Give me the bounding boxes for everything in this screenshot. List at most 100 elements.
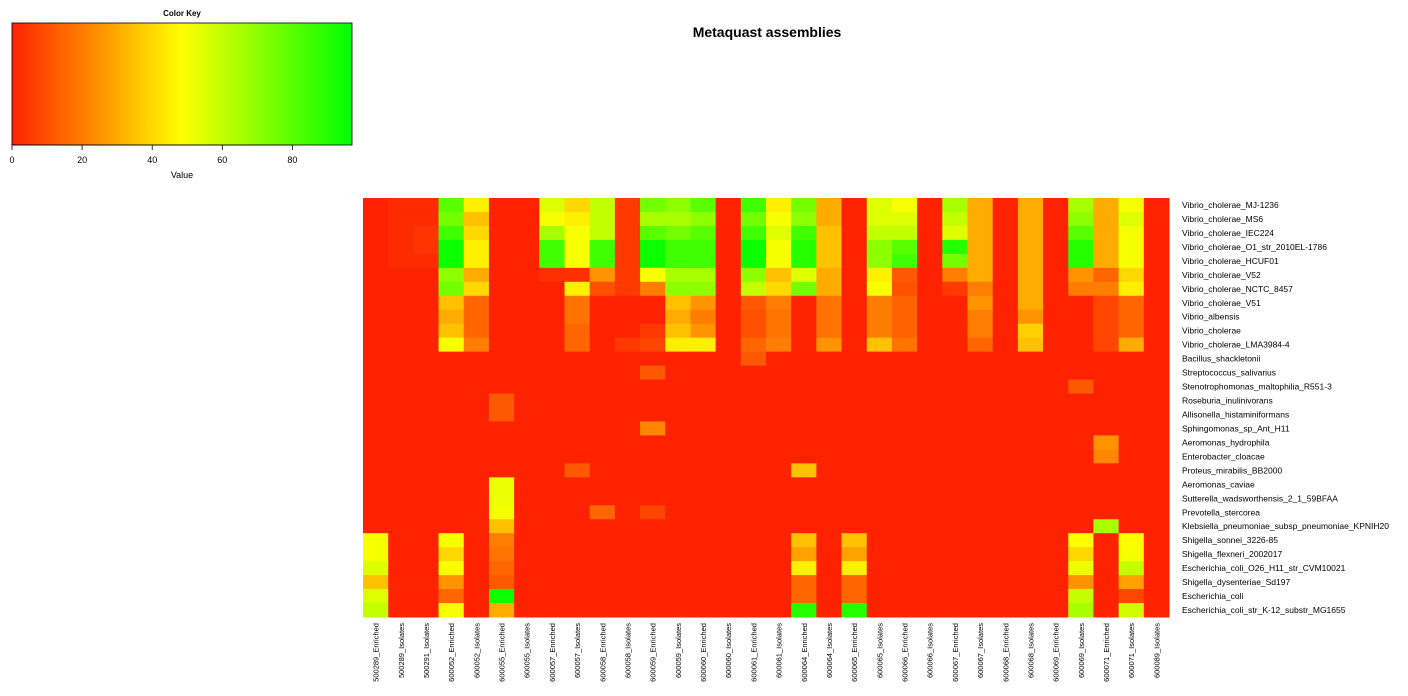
row-label: Stenotrophomonas_maltophilia_R551-3	[1182, 382, 1332, 392]
heatmap-cell	[1093, 309, 1120, 325]
heatmap-cell	[1093, 519, 1120, 534]
heatmap-cell	[891, 533, 918, 548]
heatmap-cell	[942, 561, 968, 576]
heatmap-cell	[816, 351, 843, 367]
heatmap-cell	[413, 561, 440, 576]
row-label: Aeromonas_hydrophila	[1182, 437, 1270, 447]
heatmap-cell	[715, 337, 742, 353]
heatmap-cell	[690, 225, 717, 241]
heatmap-cell	[614, 603, 641, 618]
heatmap-cell	[564, 463, 591, 478]
chart-title: Metaquast assemblies	[693, 24, 842, 40]
heatmap-cell	[1043, 589, 1069, 604]
heatmap-cell	[514, 435, 540, 450]
heatmap-cell	[1017, 198, 1044, 213]
heatmap-cell	[640, 477, 666, 492]
heatmap-cell	[690, 435, 717, 450]
heatmap-cell	[640, 421, 666, 436]
heatmap-cell	[942, 295, 968, 311]
heatmap-cells	[363, 198, 1170, 618]
heatmap-cell	[866, 225, 893, 241]
heatmap-cell	[766, 561, 792, 576]
heatmap-cell	[816, 253, 843, 269]
heatmap-cell	[539, 547, 565, 562]
heatmap-cell	[891, 239, 918, 255]
heatmap-cell	[514, 449, 540, 464]
heatmap-cell	[791, 463, 817, 478]
heatmap-cell	[1017, 393, 1044, 408]
heatmap-cell	[1093, 435, 1120, 450]
heatmap-cell	[866, 295, 893, 311]
heatmap-cell	[1043, 407, 1069, 422]
heatmap-cell	[1143, 407, 1170, 422]
heatmap-cell	[488, 435, 515, 450]
heatmap-cell	[1118, 379, 1145, 395]
heatmap-cell	[589, 295, 616, 311]
heatmap-cell	[1093, 533, 1120, 548]
heatmap-cell	[992, 575, 1019, 590]
heatmap-cell	[564, 267, 591, 283]
heatmap-cell	[942, 477, 968, 492]
heatmap-cell	[363, 561, 389, 576]
heatmap-cell	[438, 533, 465, 548]
heatmap-cell	[942, 267, 968, 283]
heatmap-cell	[967, 365, 994, 381]
heatmap-cell	[413, 295, 440, 311]
heatmap-cell	[564, 393, 591, 408]
heatmap-cell	[992, 449, 1019, 464]
heatmap-cell	[942, 337, 968, 353]
heatmap-cell	[992, 239, 1019, 255]
heatmap-cell	[1017, 239, 1044, 255]
heatmap-cell	[388, 463, 414, 478]
heatmap-cell	[1017, 281, 1044, 297]
heatmap-cell	[589, 365, 616, 381]
heatmap-cell	[1043, 211, 1069, 227]
heatmap-cell	[488, 337, 515, 353]
heatmap-cell	[740, 477, 767, 492]
heatmap-cell	[791, 379, 817, 395]
heatmap-cell	[589, 253, 616, 269]
heatmap-cell	[564, 505, 591, 520]
column-label: 600061_Isolates	[775, 623, 784, 678]
heatmap-cell	[1068, 505, 1094, 520]
heatmap-cell	[1143, 603, 1170, 618]
heatmap-cell	[1068, 267, 1094, 283]
heatmap-cell	[363, 547, 389, 562]
heatmap-cell	[514, 239, 540, 255]
heatmap-cell	[589, 393, 616, 408]
heatmap-cell	[1017, 225, 1044, 241]
heatmap-cell	[438, 253, 465, 269]
heatmap-cell	[866, 393, 893, 408]
heatmap-cell	[1093, 547, 1120, 562]
heatmap-cell	[363, 603, 389, 618]
color-key-tick-label: 60	[217, 155, 227, 165]
heatmap-cell	[614, 561, 641, 576]
heatmap-cell	[841, 519, 868, 534]
heatmap-cell	[1017, 267, 1044, 283]
heatmap-cell	[841, 225, 868, 241]
heatmap-cell	[1068, 407, 1094, 422]
heatmap-cell	[488, 393, 515, 408]
heatmap-cell	[388, 407, 414, 422]
heatmap-cell	[539, 323, 565, 339]
heatmap-cell	[564, 547, 591, 562]
heatmap-cell	[917, 239, 943, 255]
heatmap-cell	[791, 239, 817, 255]
heatmap-cell	[1093, 253, 1120, 269]
heatmap-cell	[589, 463, 616, 478]
heatmap-cell	[488, 351, 515, 367]
heatmap-cell	[816, 421, 843, 436]
heatmap-cell	[992, 281, 1019, 297]
heatmap-cell	[690, 519, 717, 534]
heatmap-cell	[614, 505, 641, 520]
heatmap-cell	[816, 225, 843, 241]
heatmap-cell	[438, 198, 465, 213]
heatmap-cell	[841, 281, 868, 297]
heatmap-cell	[766, 533, 792, 548]
heatmap-cell	[816, 211, 843, 227]
heatmap-cell	[766, 351, 792, 367]
heatmap-cell	[1068, 561, 1094, 576]
column-label: 600067_Isolates	[976, 623, 985, 678]
heatmap-cell	[715, 477, 742, 492]
heatmap-cell	[1043, 253, 1069, 269]
